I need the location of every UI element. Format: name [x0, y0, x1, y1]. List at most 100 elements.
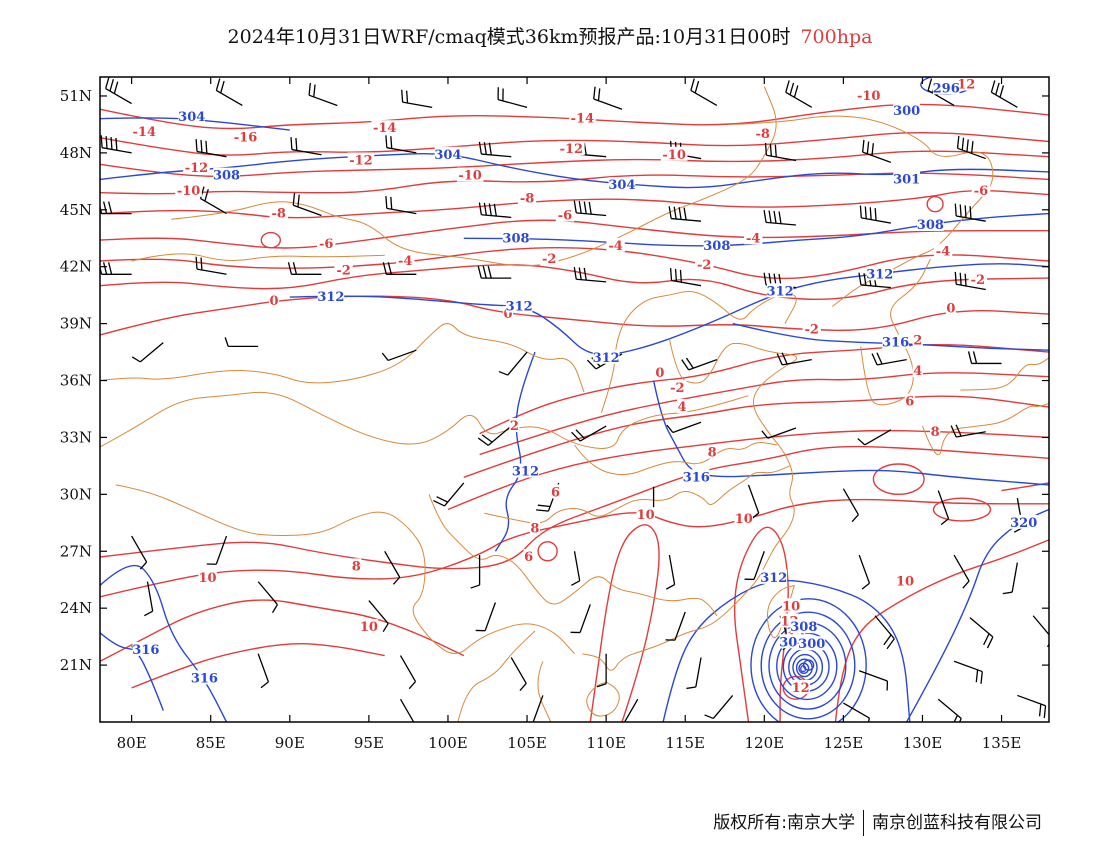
isotherm-line: [100, 172, 1049, 195]
wind-barb-staff: [767, 427, 797, 439]
temperature-label: 10: [359, 619, 379, 635]
isotherm-line: [100, 599, 465, 662]
contour-label-text: -2: [805, 322, 819, 337]
boundary-line: [131, 253, 385, 262]
wind-barb-flag: [858, 272, 862, 286]
wind-barb-flag: [390, 136, 393, 149]
contour-label-bg: [396, 253, 415, 268]
wind-barb-flag: [483, 202, 487, 216]
wind-barb-flag: [962, 580, 970, 589]
wind-barb-flag: [409, 725, 415, 732]
lat-tick-label: 27N: [60, 542, 92, 560]
wind-barb-flag: [195, 256, 198, 270]
geopotential-label: 308: [790, 619, 817, 635]
contour-label-text: 312: [317, 290, 344, 305]
contour-label-bg: [895, 573, 915, 588]
typhoon-contour-ring: [750, 598, 867, 722]
wind-barb-flag: [390, 196, 393, 210]
wind-barb-flag: [867, 717, 871, 722]
geopotential-label: 304: [434, 146, 462, 163]
wind-barb-flag: [959, 204, 962, 217]
wind-barb-flag: [482, 265, 487, 279]
geopotential-label: 296: [933, 80, 960, 96]
geopotential-label: 301: [893, 171, 920, 187]
wind-barb-staff: [257, 581, 278, 606]
contour-label-text: 312: [866, 267, 893, 282]
geopotential-label: 316: [191, 670, 218, 686]
wind-barb-flag: [686, 686, 696, 690]
wind-barb-staff: [672, 421, 702, 434]
wind-barb: [215, 78, 243, 107]
wind-barb-flag: [763, 272, 767, 286]
wind-barb-flag: [578, 267, 582, 280]
wind-barb: [195, 139, 227, 158]
contour-label-bg: [269, 205, 288, 220]
boundary-line: [582, 338, 798, 671]
wind-barb-flag: [493, 203, 497, 217]
wind-barb: [384, 550, 401, 585]
wind-barb-staff: [747, 484, 760, 514]
latitude-axis: 21N 24N 27N 30N 33N 36N 39N 42N 45N 48N 51N: [60, 87, 1049, 674]
temperature-label: -12: [347, 152, 375, 168]
boundary-line: [115, 484, 575, 655]
temperature-label: -14: [130, 124, 158, 140]
wind-barb: [385, 135, 417, 154]
wind-barb-flag: [103, 201, 108, 214]
wind-barb: [871, 352, 907, 366]
contour-label-text: 316: [191, 671, 218, 686]
wind-barb-flag: [382, 262, 387, 275]
isotherm-line: [100, 264, 1049, 300]
isotherm-line: [589, 524, 660, 722]
geopotential-label: 312: [767, 283, 794, 299]
temperature-label: -12: [558, 141, 585, 157]
contour-label-bg: [904, 393, 915, 408]
wind-barb-flag: [665, 584, 675, 590]
isotherm-line: [100, 190, 1049, 219]
wind-barb-flag: [763, 210, 767, 223]
lon-tick-label: 95E: [354, 734, 384, 752]
wind-barb-flag: [292, 262, 298, 275]
wind-barb-staff: [782, 359, 812, 366]
contour-label-bg: [766, 283, 794, 298]
wind-barb-flag: [436, 496, 448, 503]
temperature-label: 8: [707, 444, 718, 461]
temperature-label: -2: [668, 380, 687, 396]
wind-barb-flag: [690, 78, 695, 91]
wind-barb-flag: [683, 207, 687, 220]
credit-right: 南京创蓝科技有限公司: [872, 813, 1042, 833]
wind-barb: [669, 268, 702, 287]
wind-barb-flag: [685, 357, 694, 369]
wind-barb-staff: [139, 342, 164, 363]
contour-label-bg: [753, 125, 772, 140]
wind-barb-staff: [969, 617, 994, 638]
wind-barb-flag: [477, 265, 482, 279]
wind-barb: [290, 137, 322, 156]
wind-barb-staff: [953, 554, 970, 582]
contour-label-bg: [371, 120, 398, 135]
wind-barb-flag: [781, 352, 788, 365]
wind-barb-flag: [597, 88, 601, 101]
contour-label-text: -6: [319, 237, 333, 252]
lon-tick-label: 110E: [586, 734, 626, 752]
temperature-label: 10: [636, 507, 655, 523]
wind-barb-staff: [146, 581, 154, 612]
wind-barb-flag: [871, 143, 874, 156]
wind-barb-flag: [200, 139, 203, 153]
contour-label-bg: [790, 619, 818, 634]
contour-label-text: 304: [178, 110, 205, 125]
contour-label-bg: [932, 80, 960, 95]
boundary-line: [586, 681, 620, 717]
wind-barb-staff: [864, 429, 892, 446]
isotherm-closed: [932, 497, 992, 522]
contour-label-bg: [703, 237, 731, 252]
wind-barb-flag: [940, 518, 949, 526]
contour-label-text: 10: [782, 599, 800, 614]
temperature-label: -16: [232, 129, 259, 146]
wind-barb-flag: [387, 262, 392, 275]
wind-barb: [206, 535, 228, 565]
contour-label-bg: [636, 507, 655, 522]
wind-barb-flag: [964, 205, 967, 218]
wind-barb-flag: [596, 683, 607, 688]
contour-label-bg: [213, 167, 240, 182]
